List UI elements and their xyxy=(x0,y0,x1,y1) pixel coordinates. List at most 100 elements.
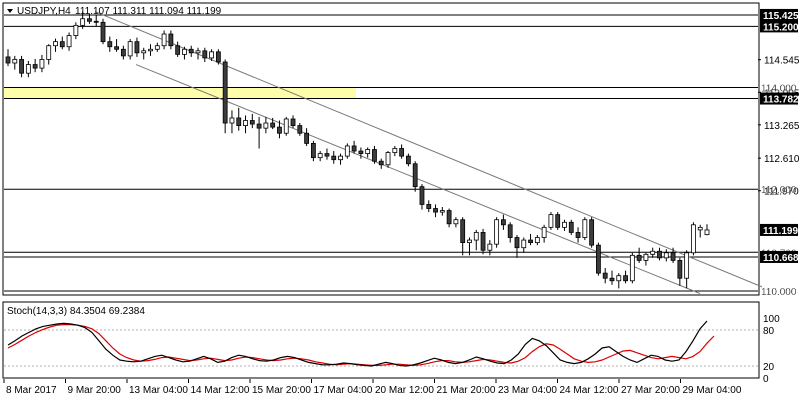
candle xyxy=(677,257,683,286)
candle-body-bullish xyxy=(365,149,371,154)
candle-body-bullish xyxy=(154,45,160,50)
candle-body-bearish xyxy=(358,150,364,154)
candle-body-bearish xyxy=(256,123,262,129)
candle-body-bullish xyxy=(439,210,445,213)
candle-body-bullish xyxy=(616,275,622,282)
candle xyxy=(73,22,79,40)
candle xyxy=(541,224,547,243)
chart-header-ohlc: 111.107 111.311 111.094 111.199 xyxy=(75,6,222,17)
candle-body-bearish xyxy=(446,210,452,225)
candle xyxy=(283,116,289,136)
candle xyxy=(385,151,391,168)
candle-body-bearish xyxy=(372,149,377,162)
candle-body-bullish xyxy=(385,152,391,166)
candle xyxy=(100,18,106,45)
candle-body-bearish xyxy=(596,244,601,274)
candle-body-bullish xyxy=(494,219,500,245)
candle-body-bullish xyxy=(283,118,289,134)
candle xyxy=(372,145,377,164)
candle-body-bearish xyxy=(93,20,99,23)
candle xyxy=(636,247,642,263)
candle xyxy=(87,13,92,24)
candle-body-bearish xyxy=(480,232,486,251)
candle-body-bearish xyxy=(120,48,126,57)
candle xyxy=(412,161,418,192)
candle xyxy=(521,237,527,253)
candle-body-bearish xyxy=(32,64,38,69)
candle xyxy=(304,128,310,146)
candle xyxy=(691,222,696,256)
candle xyxy=(249,113,255,129)
candle-body-bullish xyxy=(243,120,248,126)
candle xyxy=(12,55,18,70)
candle-body-bullish xyxy=(684,252,690,279)
candle-body-bearish xyxy=(419,186,425,205)
candle xyxy=(195,47,201,60)
level-label-box xyxy=(760,8,798,21)
candle xyxy=(344,143,350,159)
candle-body-bearish xyxy=(215,51,221,63)
candle xyxy=(487,240,493,256)
candle-body-bullish xyxy=(650,250,656,255)
candle xyxy=(507,222,513,243)
candle xyxy=(66,32,72,51)
candle-body-bullish xyxy=(467,239,472,244)
candle-body-bearish xyxy=(575,232,581,238)
candle-body-bearish xyxy=(677,260,683,279)
candle-body-bullish xyxy=(53,41,58,47)
candle-body-bullish xyxy=(521,239,527,249)
candle-body-bearish xyxy=(378,160,384,166)
candle xyxy=(5,49,11,67)
candle-body-bearish xyxy=(188,48,194,54)
candle-body-bearish xyxy=(433,208,438,213)
candle-body-bearish xyxy=(19,59,24,74)
candle-body-bullish xyxy=(487,243,493,251)
candle xyxy=(446,208,452,228)
candle xyxy=(501,214,506,230)
candle xyxy=(243,115,248,134)
candle xyxy=(568,219,574,235)
candle-body-bearish xyxy=(87,18,92,22)
resistance-zone-layer xyxy=(4,87,356,99)
candle xyxy=(114,39,119,52)
candle xyxy=(310,140,316,162)
candle xyxy=(629,252,635,284)
candle-body-bullish xyxy=(534,237,540,244)
candle-body-bearish xyxy=(426,204,432,209)
candle-body-bullish xyxy=(229,117,235,124)
candle xyxy=(657,247,662,261)
stoch-main-line xyxy=(7,320,708,367)
candle-body-bearish xyxy=(602,272,608,279)
candle xyxy=(643,252,649,266)
candle-body-bullish xyxy=(80,18,86,26)
candle xyxy=(263,116,269,134)
candle xyxy=(596,242,601,276)
channel-lower-line xyxy=(135,64,701,294)
level-label: 114.000 xyxy=(761,83,797,94)
candle-body-bearish xyxy=(399,148,405,157)
candle xyxy=(609,270,615,285)
candle-body-bullish xyxy=(161,33,167,47)
candle xyxy=(331,151,337,164)
level-label: 115.425 xyxy=(763,11,799,22)
candle-body-bullish xyxy=(182,48,187,55)
candle-body-bearish xyxy=(175,45,181,55)
candle xyxy=(670,247,676,263)
price-tick-label: 113.265 xyxy=(764,121,800,132)
candle xyxy=(80,11,86,29)
candle xyxy=(439,207,445,216)
chart-menu-triangle-icon[interactable] xyxy=(7,9,13,13)
stoch-level-label: 0 xyxy=(763,374,769,385)
candle-body-bullish xyxy=(582,219,588,238)
candle-body-bullish xyxy=(39,59,45,69)
candle xyxy=(215,49,221,65)
candle xyxy=(209,49,214,61)
candle-body-bearish xyxy=(202,50,208,59)
candle xyxy=(134,37,140,57)
candle-body-bearish xyxy=(514,237,520,249)
candle-body-bearish xyxy=(59,41,65,48)
candle xyxy=(453,217,459,228)
level-label-box xyxy=(760,20,798,33)
